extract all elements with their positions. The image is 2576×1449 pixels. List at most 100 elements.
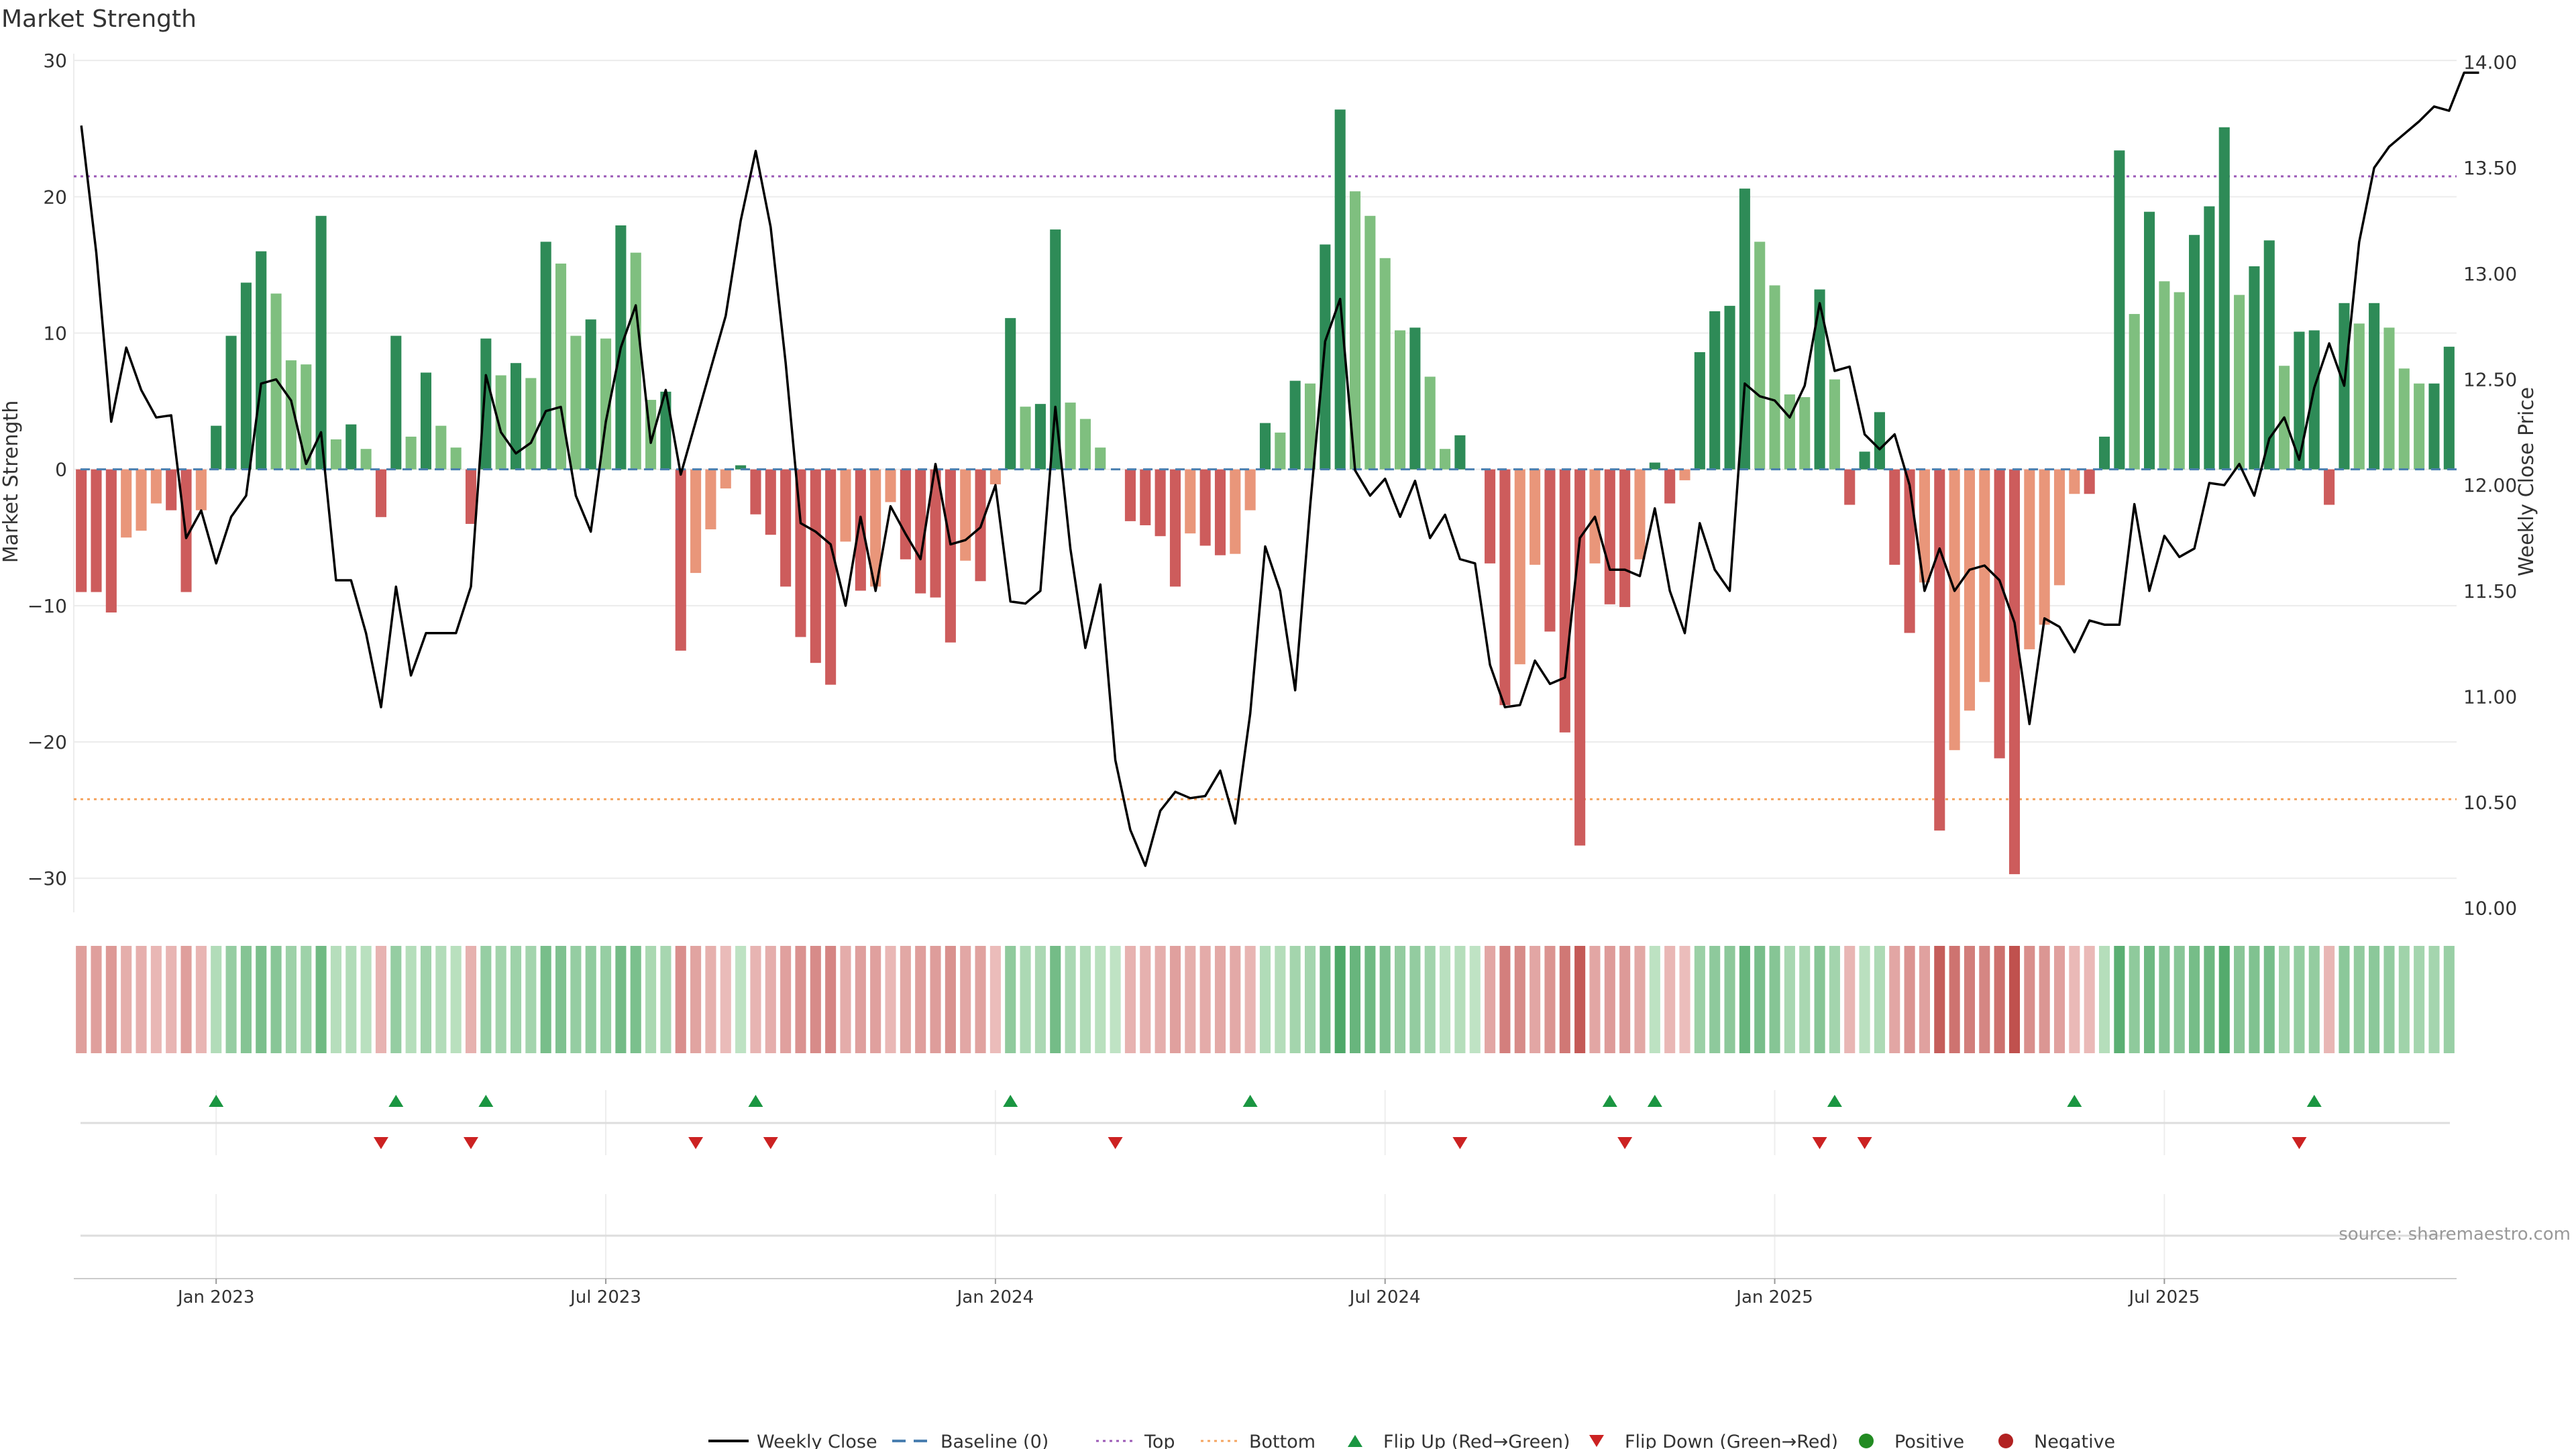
- heat-cell: [525, 946, 537, 1053]
- strength-bar: [585, 319, 596, 470]
- strength-bar: [945, 469, 956, 643]
- heat-cell: [1934, 946, 1945, 1053]
- heat-cell: [735, 946, 747, 1053]
- strength-bar: [1454, 435, 1466, 470]
- strength-bar: [1814, 289, 1825, 470]
- heat-cell: [600, 946, 612, 1053]
- heat-cell: [1694, 946, 1705, 1053]
- strength-bar: [105, 469, 117, 613]
- strength-bar: [885, 469, 896, 502]
- strength-bar: [136, 469, 147, 531]
- heat-cell: [2263, 946, 2275, 1053]
- heat-cell: [2084, 946, 2095, 1053]
- flip-up-marker: [1003, 1095, 1018, 1107]
- strength-bar: [2114, 150, 2125, 470]
- flip-up-marker: [1602, 1095, 1617, 1107]
- strength-bar: [390, 335, 402, 470]
- strength-bar: [301, 364, 312, 470]
- strength-bar: [1364, 215, 1376, 470]
- heat-cell: [1244, 946, 1256, 1053]
- x-tick-label: Jul 2023: [569, 1287, 641, 1307]
- heat-cell: [1544, 946, 1556, 1053]
- legend-item: Flip Up (Red→Green): [1348, 1432, 1570, 1449]
- flip-down-marker: [1452, 1137, 1468, 1149]
- strength-bars: [76, 109, 2455, 875]
- strength-bar: [1034, 404, 1046, 470]
- flip-down-marker: [688, 1137, 704, 1149]
- strength-bar: [1485, 469, 1496, 564]
- strength-bar: [360, 449, 372, 470]
- heat-cell: [1949, 946, 1960, 1053]
- strength-bar: [735, 465, 747, 470]
- strength-bar: [465, 469, 477, 524]
- strength-bar: [1844, 469, 1856, 505]
- heat-cell: [1095, 946, 1106, 1053]
- flip-down-marker: [464, 1137, 478, 1149]
- heat-cell: [121, 946, 132, 1053]
- strength-bar: [1155, 469, 1166, 537]
- strength-bar: [2414, 383, 2425, 470]
- heat-cell: [1289, 946, 1301, 1053]
- legend-item: Flip Down (Green→Red): [1589, 1432, 1838, 1449]
- legend-item: Baseline (0): [892, 1432, 1049, 1449]
- strength-bar: [1499, 469, 1511, 706]
- x-tick-label: Jan 2024: [956, 1287, 1034, 1307]
- heat-cell: [270, 946, 282, 1053]
- heat-cell: [1919, 946, 1930, 1053]
- strength-bar: [510, 363, 522, 470]
- heat-cell: [1395, 946, 1406, 1053]
- heat-cell: [2339, 946, 2350, 1053]
- strength-bar: [225, 335, 237, 470]
- strength-bar: [1244, 469, 1256, 511]
- heat-cell: [2414, 946, 2425, 1053]
- source-label: source: sharemaestro.com: [2339, 1224, 2571, 1244]
- strength-bar: [780, 469, 792, 587]
- heat-cell: [1199, 946, 1211, 1053]
- legend-swatch: [1859, 1434, 1874, 1448]
- heat-cell: [1169, 946, 1181, 1053]
- strength-bar: [1649, 462, 1660, 470]
- heat-cell: [91, 946, 102, 1053]
- heat-cell: [1440, 946, 1451, 1053]
- heat-cell: [405, 946, 417, 1053]
- heat-cell: [1739, 946, 1750, 1053]
- strength-bar: [2024, 469, 2035, 649]
- strength-bar: [750, 469, 761, 515]
- heat-cell: [2189, 946, 2200, 1053]
- strength-bar: [256, 251, 267, 470]
- legend-label: Baseline (0): [941, 1432, 1049, 1449]
- strength-bar: [1020, 407, 1031, 470]
- right-tick-label: 10.00: [2463, 898, 2517, 920]
- heat-cell: [2279, 946, 2290, 1053]
- heat-cell: [675, 946, 686, 1053]
- heat-cell: [1304, 946, 1316, 1053]
- heat-cell: [1005, 946, 1016, 1053]
- strength-bar: [855, 469, 866, 591]
- heat-cell: [360, 946, 372, 1053]
- strength-bar: [1349, 191, 1361, 470]
- strength-bar: [1334, 109, 1346, 470]
- legend-label: Bottom: [1249, 1432, 1316, 1449]
- strength-bar: [1634, 469, 1646, 559]
- heat-cell: [480, 946, 492, 1053]
- strength-bar: [1619, 469, 1631, 607]
- heat-cell: [585, 946, 596, 1053]
- strength-bar: [1694, 352, 1705, 470]
- heat-cell: [1454, 946, 1466, 1053]
- right-tick-label: 14.00: [2463, 52, 2517, 74]
- strength-bar: [240, 282, 252, 470]
- heat-cell: [180, 946, 192, 1053]
- strength-bar: [1529, 469, 1541, 565]
- strength-bar: [1169, 469, 1181, 587]
- heat-cell: [420, 946, 432, 1053]
- strength-bar: [405, 436, 417, 470]
- strength-bar: [630, 252, 641, 470]
- legend-swatch: [1348, 1435, 1362, 1447]
- strength-bar: [1994, 469, 2005, 759]
- heat-cell: [2024, 946, 2035, 1053]
- strength-bar: [1964, 469, 1976, 711]
- heat-cell: [1185, 946, 1196, 1053]
- strength-bar: [1050, 229, 1061, 470]
- heat-cell: [136, 946, 147, 1053]
- heat-cell: [1409, 946, 1421, 1053]
